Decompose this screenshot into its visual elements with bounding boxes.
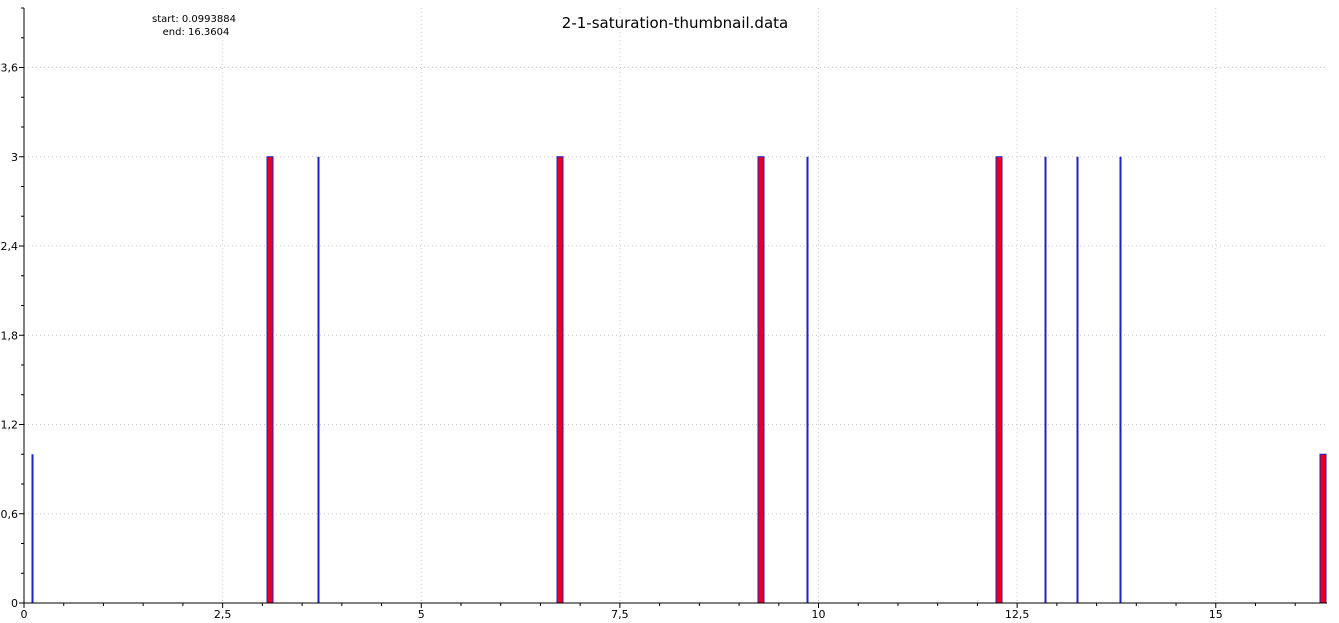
y-tick-label: 0	[11, 597, 18, 610]
red-bar	[1319, 453, 1327, 604]
red-bar	[995, 156, 1003, 604]
x-tick-label: 7,5	[611, 608, 629, 621]
axes	[23, 8, 1327, 604]
red-bar	[556, 156, 564, 604]
chart-bars	[31, 156, 1327, 604]
y-tick-label: 0,6	[1, 508, 19, 521]
axis-ticks	[19, 7, 1296, 608]
y-tick-label: 3	[11, 151, 18, 164]
range-end-label: end: 16.3604	[163, 27, 230, 38]
y-tick-label: 1,8	[1, 329, 19, 342]
tick-labels: 0 2,5 5 7,5 10 12,5 15 0 0,6 1,2 1,8 2,4 3 3,6	[1, 62, 1223, 622]
range-start-label: start: 0.0993884	[152, 14, 236, 25]
chart-title: 2-1-saturation-thumbnail.data	[562, 14, 788, 32]
x-tick-label: 5	[418, 608, 425, 621]
y-tick-label: 2,4	[1, 240, 19, 253]
red-bar	[266, 156, 274, 604]
grid	[24, 8, 1327, 603]
x-tick-label: 0	[21, 608, 28, 621]
y-tick-label: 1,2	[1, 419, 19, 432]
x-tick-label: 2,5	[214, 608, 232, 621]
y-tick-label: 3,6	[1, 62, 19, 75]
x-tick-label: 15	[1209, 608, 1223, 621]
x-tick-label: 10	[812, 608, 826, 621]
red-bar	[757, 156, 765, 604]
x-tick-label: 12,5	[1005, 608, 1030, 621]
